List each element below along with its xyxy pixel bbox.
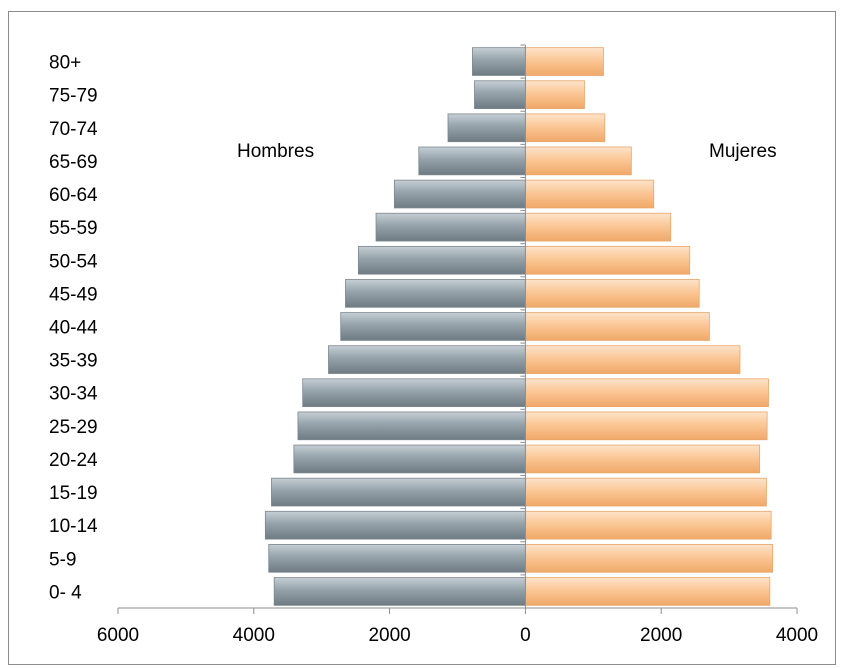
bar-hombres bbox=[418, 146, 526, 176]
bar-hombres bbox=[474, 80, 526, 109]
bar-mujeres bbox=[525, 47, 604, 76]
category-label: 35-39 bbox=[49, 351, 98, 372]
bar-mujeres bbox=[525, 345, 741, 374]
category-label: 80+ bbox=[49, 53, 81, 74]
x-tick-label: 2000 bbox=[368, 625, 410, 646]
bar-hombres bbox=[273, 577, 526, 606]
bar-mujeres bbox=[525, 378, 769, 408]
series-label-hombres: Hombres bbox=[237, 141, 314, 162]
category-label: 15-19 bbox=[49, 483, 98, 504]
x-tick-label: 0 bbox=[520, 625, 531, 646]
category-label: 20-24 bbox=[49, 450, 98, 471]
category-label: 75-79 bbox=[49, 86, 98, 107]
category-label: 40-44 bbox=[49, 318, 98, 339]
population-pyramid-chart: 0- 4 5-9 10-14 15-19 20-24 25-29 30-34 35-39 40-… bbox=[49, 44, 818, 646]
chart-frame: 0- 4 5-9 10-14 15-19 20-24 25-29 30-34 35-39 40-… bbox=[8, 11, 836, 665]
bar-hombres bbox=[357, 245, 526, 275]
category-label: 30-34 bbox=[49, 384, 98, 405]
bar-hombres bbox=[271, 477, 526, 507]
bar-hombres bbox=[447, 113, 526, 143]
category-label: 25-29 bbox=[49, 417, 98, 438]
bar-mujeres bbox=[525, 510, 772, 540]
bar-hombres bbox=[375, 212, 526, 242]
bar-mujeres bbox=[525, 146, 632, 176]
category-label: 10-14 bbox=[49, 516, 98, 537]
bar-hombres bbox=[268, 544, 526, 573]
category-label: 60-64 bbox=[49, 185, 98, 206]
category-label: 70-74 bbox=[49, 119, 98, 140]
bar-mujeres bbox=[525, 212, 672, 242]
bar-mujeres bbox=[525, 577, 771, 606]
bar-hombres bbox=[393, 179, 526, 209]
x-tick-label: 4000 bbox=[776, 625, 818, 646]
category-label: 50-54 bbox=[49, 251, 98, 272]
bar-hombres bbox=[302, 378, 526, 408]
category-label: 55-59 bbox=[49, 218, 98, 239]
bar-mujeres bbox=[525, 411, 768, 441]
bar-mujeres bbox=[525, 80, 585, 109]
bar-mujeres bbox=[525, 477, 767, 507]
x-tick-label: 2000 bbox=[640, 625, 682, 646]
x-tick-label: 6000 bbox=[97, 625, 139, 646]
bar-mujeres bbox=[525, 444, 761, 474]
category-label: 65-69 bbox=[49, 152, 98, 173]
bar-mujeres bbox=[525, 113, 606, 143]
x-tick-label: 4000 bbox=[233, 625, 275, 646]
series-label-mujeres: Mujeres bbox=[709, 141, 777, 162]
bar-mujeres bbox=[525, 179, 655, 209]
bar-mujeres bbox=[525, 312, 710, 341]
bar-mujeres bbox=[525, 245, 691, 275]
bar-hombres bbox=[293, 444, 526, 474]
bar-hombres bbox=[340, 312, 526, 341]
bar-hombres bbox=[297, 411, 526, 441]
bar-hombres bbox=[264, 510, 526, 540]
bar-hombres bbox=[345, 279, 526, 308]
bar-hombres bbox=[328, 345, 526, 374]
bar-mujeres bbox=[525, 544, 773, 573]
bar-mujeres bbox=[525, 279, 700, 308]
category-label: 0- 4 bbox=[49, 582, 82, 603]
bar-hombres bbox=[472, 47, 526, 76]
category-label: 45-49 bbox=[49, 284, 98, 305]
category-label: 5-9 bbox=[49, 549, 76, 570]
